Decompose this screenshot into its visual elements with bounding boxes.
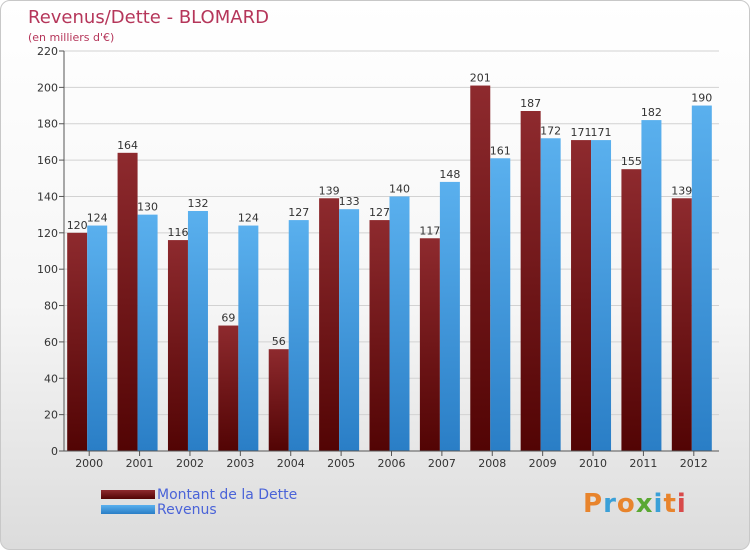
legend-item-revenue: Revenus (101, 501, 297, 518)
value-label-debt: 139 (319, 184, 340, 197)
y-tick-label: 20 (44, 409, 58, 422)
value-label-debt: 116 (167, 226, 188, 239)
value-label-debt: 117 (419, 224, 440, 237)
value-label-revenue: 124 (87, 212, 108, 225)
bar-revenue (691, 105, 712, 451)
chart-subtitle: (en milliers d'€) (28, 31, 115, 44)
x-tick-label: 2005 (327, 457, 355, 470)
bar-revenue (137, 214, 158, 451)
value-label-debt: 171 (571, 126, 592, 139)
value-label-revenue: 140 (389, 182, 410, 195)
x-tick-label: 2008 (478, 457, 506, 470)
legend-label-revenue: Revenus (157, 501, 217, 518)
value-label-debt: 164 (117, 139, 138, 152)
y-tick-label: 200 (37, 81, 58, 94)
bar-revenue (389, 196, 410, 451)
value-label-revenue: 182 (641, 106, 662, 119)
x-tick-label: 2012 (680, 457, 708, 470)
y-tick-label: 160 (37, 154, 58, 167)
bar-debt (520, 111, 541, 451)
bar-revenue (540, 138, 561, 452)
legend-swatch-debt (101, 490, 155, 499)
bar-revenue (288, 220, 309, 451)
x-tick-label: 2004 (277, 457, 305, 470)
value-label-revenue: 130 (137, 201, 158, 214)
bar-debt (470, 85, 491, 451)
bar-debt (621, 169, 642, 451)
bar-revenue (187, 211, 208, 451)
legend-item-debt: Montant de la Dette (101, 486, 298, 503)
x-tick-label: 2003 (226, 457, 254, 470)
x-tick-label: 2007 (428, 457, 456, 470)
x-tick-label: 2009 (529, 457, 557, 470)
bar-debt (268, 349, 289, 451)
value-label-debt: 56 (272, 335, 286, 348)
y-tick-label: 60 (44, 336, 58, 349)
value-label-revenue: 190 (691, 92, 712, 105)
bar-debt (117, 152, 138, 451)
legend-label-debt: Montant de la Dette (157, 486, 298, 503)
value-label-revenue: 171 (591, 126, 612, 139)
value-label-debt: 127 (369, 206, 390, 219)
bar-revenue (591, 140, 612, 451)
y-tick-label: 140 (37, 190, 58, 203)
x-tick-label: 2000 (75, 457, 103, 470)
bar-revenue (238, 225, 259, 451)
bar-debt (419, 238, 440, 451)
bar-debt (319, 198, 340, 451)
bar-debt (369, 220, 390, 451)
bar-debt (218, 325, 239, 451)
value-label-debt: 187 (520, 97, 541, 110)
bar-revenue (339, 209, 360, 451)
y-tick-label: 0 (51, 445, 58, 458)
proxiti-logo: Proxiti (583, 489, 687, 519)
bar-revenue (641, 120, 662, 451)
value-label-revenue: 148 (439, 168, 460, 181)
value-label-debt: 201 (470, 72, 491, 85)
value-label-revenue: 124 (238, 212, 259, 225)
chart-legend: Montant de la Dette Revenus (101, 486, 298, 518)
x-tick-label: 2001 (126, 457, 154, 470)
bar-debt (571, 140, 592, 451)
y-tick-label: 80 (44, 300, 58, 313)
x-tick-label: 2002 (176, 457, 204, 470)
bar-debt (671, 198, 692, 451)
value-label-revenue: 172 (540, 124, 561, 137)
chart-title: Revenus/Dette - BLOMARD (28, 7, 269, 28)
bar-revenue (439, 181, 460, 451)
value-label-revenue: 161 (490, 144, 511, 157)
value-label-debt: 139 (671, 184, 692, 197)
value-label-revenue: 133 (339, 195, 360, 208)
value-label-debt: 120 (67, 219, 88, 232)
x-tick-label: 2011 (629, 457, 657, 470)
value-label-revenue: 127 (288, 206, 309, 219)
y-tick-label: 120 (37, 227, 58, 240)
legend-swatch-revenue (101, 505, 155, 514)
value-label-debt: 69 (221, 312, 235, 325)
bar-revenue (87, 225, 108, 451)
y-tick-label: 100 (37, 263, 58, 276)
value-label-revenue: 132 (187, 197, 208, 210)
y-tick-label: 40 (44, 372, 58, 385)
bar-revenue (490, 158, 511, 452)
y-tick-label: 220 (37, 45, 58, 58)
bar-debt (167, 240, 188, 451)
x-tick-label: 2010 (579, 457, 607, 470)
bar-debt (67, 232, 88, 451)
y-tick-label: 180 (37, 118, 58, 131)
value-label-debt: 155 (621, 155, 642, 168)
x-tick-label: 2006 (378, 457, 406, 470)
